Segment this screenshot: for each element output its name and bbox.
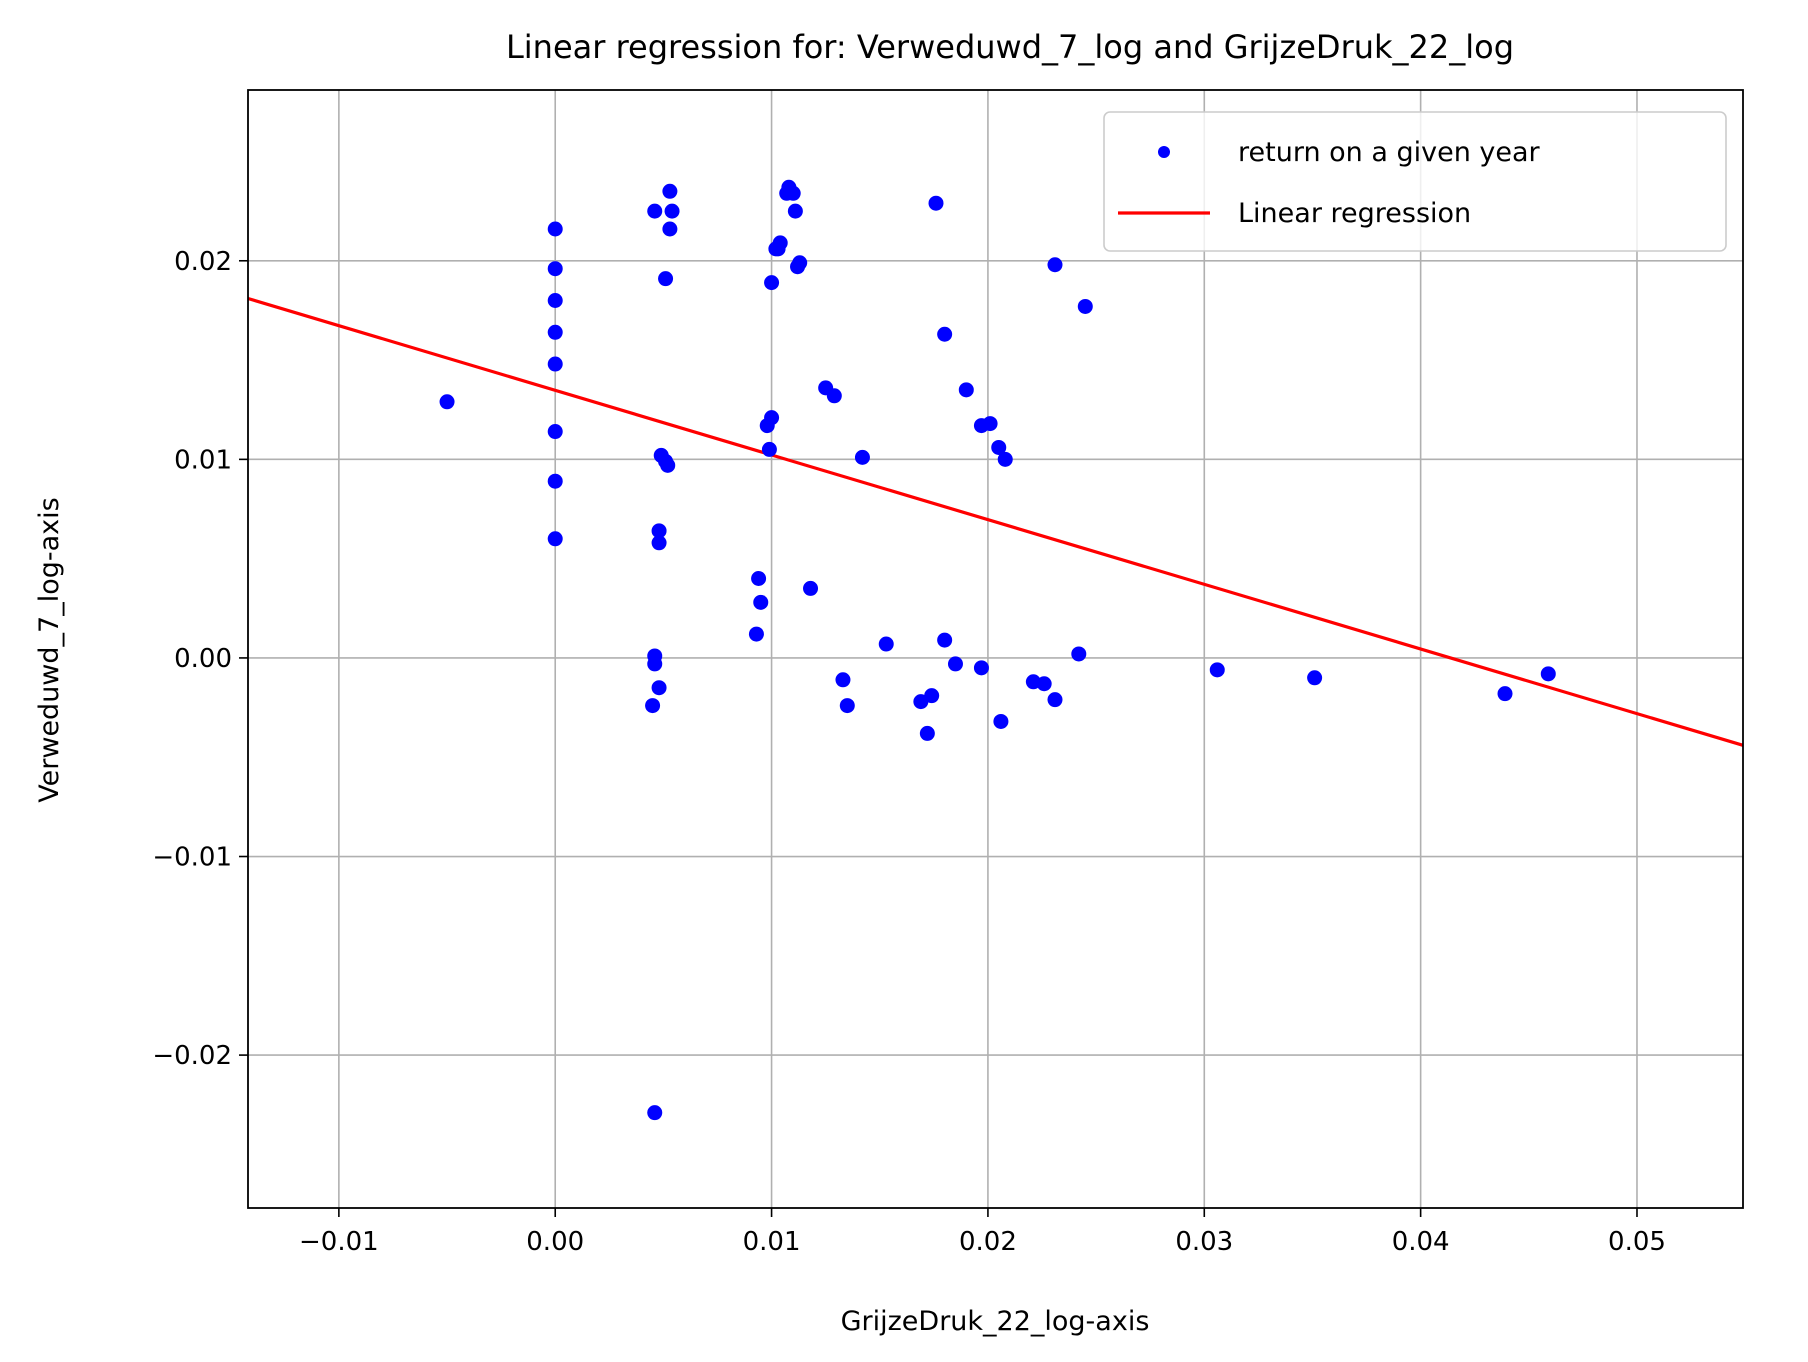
data-point — [787, 203, 803, 219]
data-point — [751, 571, 767, 587]
data-point — [660, 457, 676, 473]
data-point — [547, 324, 563, 340]
data-point — [919, 725, 935, 741]
data-point — [937, 326, 953, 342]
x-tick-label: 0.05 — [1608, 1227, 1666, 1257]
data-point — [547, 473, 563, 489]
data-point — [748, 626, 764, 642]
data-point — [753, 594, 769, 610]
legend-marker-scatter — [1158, 146, 1170, 158]
data-point — [924, 688, 940, 704]
data-point — [439, 394, 455, 410]
axis-ticks: −0.01 0.00 0.01 0.02 0.03 0.04 0.05 −0.02 −0.01 0… — [152, 247, 1666, 1257]
data-point — [1071, 646, 1087, 662]
data-point — [1077, 298, 1093, 314]
plot-frame — [247, 89, 1744, 1209]
data-point — [982, 416, 998, 432]
x-axis-label: GrijzeDruk_22_log-axis — [841, 1306, 1150, 1337]
y-tick-label: −0.01 — [152, 843, 232, 873]
x-tick-label: 0.02 — [959, 1227, 1017, 1257]
data-point — [547, 261, 563, 277]
chart-title: Linear regression for: Verweduwd_7_log a… — [506, 28, 1514, 66]
x-tick-label: 0.03 — [1175, 1227, 1233, 1257]
data-point — [1307, 670, 1323, 686]
data-point — [1036, 676, 1052, 692]
data-point — [785, 185, 801, 201]
data-point — [1497, 686, 1513, 702]
data-point — [993, 713, 1009, 729]
data-point — [547, 531, 563, 547]
x-tick-label: 0.04 — [1392, 1227, 1450, 1257]
x-tick-label: −0.01 — [299, 1227, 379, 1257]
data-point — [768, 241, 784, 257]
data-point — [662, 221, 678, 237]
plot-area: −0.01 0.00 0.01 0.02 0.03 0.04 0.05 −0.02 −0.01 0… — [152, 89, 1744, 1257]
data-point — [997, 451, 1013, 467]
legend-label-line: Linear regression — [1238, 198, 1471, 229]
legend: return on a given year Linear regression — [1103, 111, 1727, 252]
data-point — [958, 382, 974, 398]
data-point — [759, 418, 775, 434]
data-point — [839, 698, 855, 714]
data-point — [651, 680, 667, 696]
scatter-points — [439, 179, 1556, 1121]
data-point — [658, 271, 674, 287]
regression-layer — [247, 296, 1744, 747]
data-point — [878, 636, 894, 652]
data-point — [1540, 666, 1556, 682]
data-point — [764, 275, 780, 291]
data-point — [547, 424, 563, 440]
data-point — [662, 183, 678, 199]
data-point — [803, 580, 819, 596]
data-point — [651, 535, 667, 551]
data-point — [826, 388, 842, 404]
data-point — [547, 221, 563, 237]
data-point — [547, 356, 563, 372]
regression-line — [247, 296, 1744, 747]
data-point — [645, 698, 661, 714]
data-point — [647, 1105, 663, 1121]
data-point — [647, 656, 663, 672]
data-point — [835, 672, 851, 688]
data-point — [651, 523, 667, 539]
y-tick-label: 0.02 — [174, 247, 232, 277]
data-point — [991, 439, 1007, 455]
data-point — [664, 203, 680, 219]
y-tick-label: −0.02 — [152, 1041, 232, 1071]
x-tick-label: 0.00 — [526, 1227, 584, 1257]
y-tick-label: 0.00 — [174, 644, 232, 674]
data-point — [973, 660, 989, 676]
data-point — [547, 292, 563, 308]
data-point — [1047, 257, 1063, 273]
x-tick-label: 0.01 — [743, 1227, 801, 1257]
data-point — [947, 656, 963, 672]
data-point — [854, 449, 870, 465]
data-point — [928, 195, 944, 211]
data-point — [1047, 692, 1063, 708]
data-point — [937, 632, 953, 648]
legend-label-scatter: return on a given year — [1238, 137, 1541, 168]
data-point — [1209, 662, 1225, 678]
data-point — [790, 259, 806, 275]
data-point — [647, 203, 663, 219]
legend-box — [1103, 111, 1727, 252]
data-point — [761, 441, 777, 457]
y-axis-label: Verweduwd_7_log-axis — [34, 497, 65, 802]
y-tick-label: 0.01 — [174, 445, 232, 475]
